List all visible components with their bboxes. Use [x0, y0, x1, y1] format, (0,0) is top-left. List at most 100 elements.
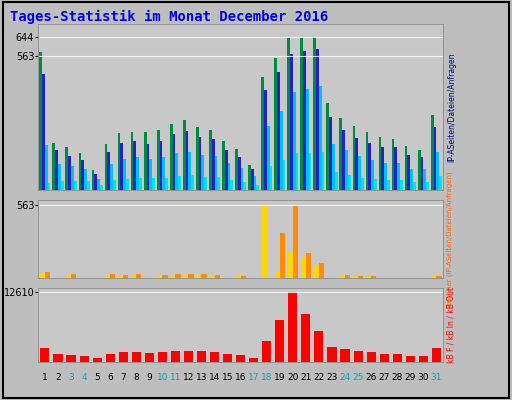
Bar: [100, 185, 103, 190]
Bar: [199, 137, 202, 190]
Bar: [303, 51, 306, 190]
Bar: [93, 358, 102, 362]
Bar: [361, 178, 364, 190]
Text: 1: 1: [42, 373, 48, 382]
Bar: [162, 275, 167, 278]
Bar: [170, 124, 173, 190]
Bar: [92, 170, 94, 190]
Bar: [406, 356, 415, 362]
Bar: [335, 172, 337, 190]
Text: 2: 2: [55, 373, 61, 382]
Bar: [110, 164, 113, 190]
Bar: [119, 352, 128, 362]
Bar: [264, 90, 267, 190]
Bar: [146, 144, 150, 190]
Bar: [105, 276, 110, 278]
Bar: [184, 350, 193, 362]
Bar: [202, 155, 204, 190]
Text: 10: 10: [157, 373, 168, 382]
Bar: [314, 331, 324, 362]
Bar: [183, 275, 188, 278]
Bar: [353, 126, 355, 190]
Bar: [158, 352, 167, 362]
Bar: [209, 276, 215, 278]
Bar: [251, 169, 253, 190]
Bar: [353, 351, 362, 362]
Bar: [215, 275, 220, 278]
Bar: [262, 205, 267, 278]
Bar: [434, 127, 436, 190]
Bar: [431, 276, 436, 278]
Bar: [126, 179, 129, 190]
Bar: [358, 156, 361, 190]
Bar: [439, 176, 442, 190]
Bar: [366, 132, 368, 190]
Bar: [123, 275, 129, 278]
Text: Tages-Statistik im Monat December 2016: Tages-Statistik im Monat December 2016: [10, 10, 329, 24]
Bar: [61, 180, 63, 190]
Bar: [368, 142, 371, 190]
Bar: [48, 183, 51, 190]
Bar: [132, 352, 141, 362]
Bar: [408, 155, 410, 190]
Text: IP-ASeiten/Dateien/Anfragen: IP-ASeiten/Dateien/Anfragen: [447, 52, 456, 162]
Bar: [173, 134, 176, 190]
Bar: [241, 276, 246, 278]
Text: 19: 19: [274, 373, 286, 382]
Bar: [160, 141, 162, 190]
Bar: [68, 156, 71, 190]
Bar: [42, 74, 45, 190]
Bar: [309, 152, 311, 190]
Bar: [74, 180, 77, 190]
Bar: [176, 153, 178, 190]
Bar: [316, 49, 319, 190]
Bar: [162, 157, 165, 190]
Bar: [145, 353, 154, 362]
Bar: [236, 355, 245, 362]
Bar: [353, 276, 358, 278]
Bar: [209, 130, 212, 190]
Bar: [313, 37, 316, 190]
Bar: [55, 150, 58, 190]
Text: 18: 18: [261, 373, 272, 382]
Bar: [345, 150, 348, 190]
Bar: [236, 276, 241, 278]
Text: 14: 14: [209, 373, 220, 382]
Bar: [287, 38, 290, 190]
Bar: [118, 133, 120, 190]
Text: 22: 22: [313, 373, 325, 382]
Bar: [381, 147, 384, 190]
Bar: [139, 178, 142, 190]
Bar: [71, 166, 74, 190]
Bar: [210, 352, 219, 362]
Bar: [267, 126, 269, 190]
Bar: [274, 272, 280, 278]
Bar: [322, 152, 325, 190]
Bar: [228, 164, 230, 190]
Bar: [418, 150, 420, 190]
Bar: [367, 352, 376, 362]
Bar: [165, 178, 168, 190]
Bar: [223, 354, 232, 362]
Bar: [58, 164, 61, 190]
Bar: [423, 169, 426, 190]
Bar: [134, 141, 136, 190]
Bar: [81, 160, 84, 190]
Bar: [188, 152, 191, 190]
Bar: [97, 179, 100, 190]
Text: 12: 12: [183, 373, 194, 382]
Bar: [400, 180, 403, 190]
Bar: [196, 127, 199, 190]
Bar: [261, 77, 264, 190]
Bar: [248, 165, 251, 190]
Bar: [345, 275, 350, 278]
Bar: [283, 160, 285, 190]
Bar: [241, 168, 243, 190]
Text: 16: 16: [235, 373, 246, 382]
Bar: [178, 176, 181, 190]
Bar: [374, 179, 377, 190]
Bar: [120, 142, 123, 190]
Bar: [176, 274, 181, 278]
Bar: [348, 175, 351, 190]
Bar: [84, 169, 87, 190]
